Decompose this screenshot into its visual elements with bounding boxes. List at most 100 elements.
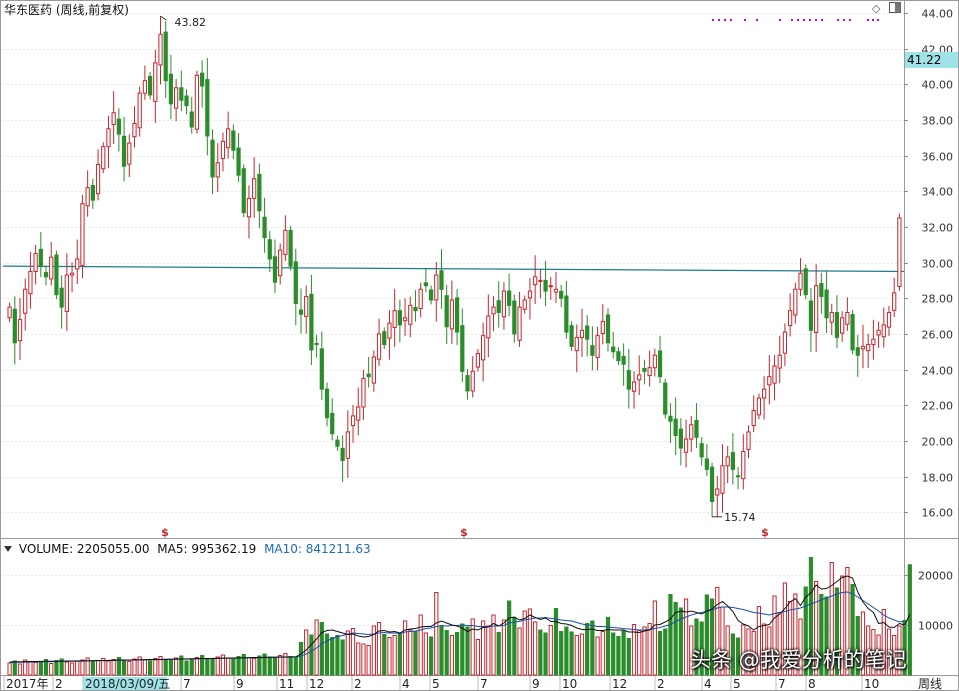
volume-bar bbox=[288, 656, 293, 676]
candle-body bbox=[496, 300, 501, 313]
candle-body bbox=[444, 295, 449, 328]
event-dots bbox=[712, 19, 879, 21]
volume-bar bbox=[80, 659, 85, 676]
candle bbox=[543, 260, 548, 307]
diamond-icon[interactable]: ◇ bbox=[872, 2, 881, 15]
price-tick-label: 38.00 bbox=[922, 115, 954, 128]
candle-body bbox=[428, 289, 434, 301]
candle-body bbox=[481, 335, 486, 361]
candle bbox=[465, 368, 470, 400]
volume-bar bbox=[699, 621, 704, 676]
candle bbox=[246, 185, 252, 239]
candle-body bbox=[288, 229, 293, 267]
volume-bar bbox=[101, 658, 106, 676]
volume-bar bbox=[85, 657, 90, 676]
volume-bar bbox=[179, 655, 184, 676]
candle bbox=[647, 350, 652, 387]
volume-bar bbox=[231, 658, 236, 676]
candle bbox=[194, 70, 200, 134]
last-price-tag: 41.22 bbox=[905, 52, 958, 68]
candle bbox=[75, 239, 80, 285]
price-tick-label: 32.00 bbox=[922, 222, 954, 235]
dividend-marker[interactable]: $ bbox=[761, 526, 769, 539]
candle bbox=[855, 334, 860, 377]
candle-body bbox=[220, 140, 226, 159]
volume-axis: 20000 10000 bbox=[904, 570, 953, 633]
candle-body bbox=[548, 285, 553, 288]
volume-bar bbox=[756, 606, 762, 676]
candle-body bbox=[741, 451, 746, 480]
candle-body bbox=[189, 111, 194, 128]
candle bbox=[189, 96, 194, 134]
candle-body bbox=[283, 229, 288, 255]
volume-bar bbox=[69, 662, 75, 676]
candle bbox=[808, 288, 814, 352]
candle-body bbox=[387, 322, 392, 339]
candle bbox=[137, 86, 142, 137]
candle-body bbox=[657, 350, 663, 378]
volume-bars bbox=[7, 557, 912, 676]
volume-bar bbox=[600, 631, 605, 676]
candle bbox=[538, 269, 543, 299]
candle bbox=[637, 355, 642, 396]
candle-body bbox=[512, 300, 517, 335]
candle-body bbox=[174, 87, 179, 109]
volume-bar bbox=[902, 620, 907, 676]
candle-body bbox=[564, 295, 569, 333]
volume-bar bbox=[657, 631, 663, 676]
event-dot bbox=[843, 19, 845, 21]
candle-body bbox=[486, 315, 491, 339]
volume-label: VOLUME: 2205055.00 bbox=[18, 542, 150, 556]
candle bbox=[361, 369, 366, 420]
candle-body bbox=[252, 178, 257, 199]
price-tick-label: 18.00 bbox=[922, 472, 954, 485]
candle bbox=[522, 295, 527, 314]
candle bbox=[631, 371, 637, 409]
volume-bar bbox=[668, 594, 673, 676]
dividend-marker[interactable]: $ bbox=[460, 526, 468, 539]
candle bbox=[147, 71, 153, 100]
volume-bar bbox=[262, 653, 267, 676]
volume-bar bbox=[850, 584, 855, 676]
volume-bar bbox=[631, 624, 637, 676]
dividend-marker[interactable]: $ bbox=[161, 526, 169, 539]
price-tick-label: 26.00 bbox=[922, 329, 954, 342]
candle-body bbox=[777, 354, 782, 369]
period-label[interactable]: 周线 bbox=[918, 677, 942, 691]
candle-body bbox=[194, 74, 200, 130]
candle bbox=[226, 111, 231, 159]
candle bbox=[871, 319, 876, 360]
panel-toggle-icon[interactable] bbox=[889, 1, 901, 16]
volume-bar bbox=[611, 632, 616, 676]
chart-annotations: 43.82 15.74 $ $ $ bbox=[160, 15, 769, 539]
volume-bar bbox=[605, 617, 611, 676]
volume-bar bbox=[793, 593, 798, 676]
candle-body bbox=[257, 173, 262, 212]
candle bbox=[507, 273, 512, 317]
ma10-label: MA10: 841211.63 bbox=[264, 542, 371, 556]
volume-bar bbox=[215, 656, 220, 676]
candle-body bbox=[788, 310, 793, 327]
candle-body bbox=[611, 346, 616, 353]
candle-body bbox=[652, 354, 657, 369]
event-dot bbox=[821, 19, 823, 21]
collapse-icon[interactable] bbox=[4, 546, 12, 552]
volume-bar bbox=[553, 608, 559, 676]
candle bbox=[751, 395, 756, 433]
candle-body bbox=[559, 290, 564, 299]
candle-body bbox=[111, 112, 116, 126]
event-dot bbox=[815, 19, 817, 21]
candle bbox=[366, 356, 371, 388]
volume-bar bbox=[153, 658, 158, 676]
candle bbox=[356, 387, 361, 436]
event-dot bbox=[724, 19, 726, 21]
volume-bar bbox=[860, 611, 866, 676]
volume-bar bbox=[834, 587, 840, 676]
candle-body bbox=[793, 288, 798, 316]
volume-bar bbox=[470, 618, 475, 676]
candle-body bbox=[366, 373, 371, 378]
candle-body bbox=[184, 95, 189, 107]
candle-body bbox=[699, 443, 704, 458]
candle bbox=[845, 297, 850, 331]
